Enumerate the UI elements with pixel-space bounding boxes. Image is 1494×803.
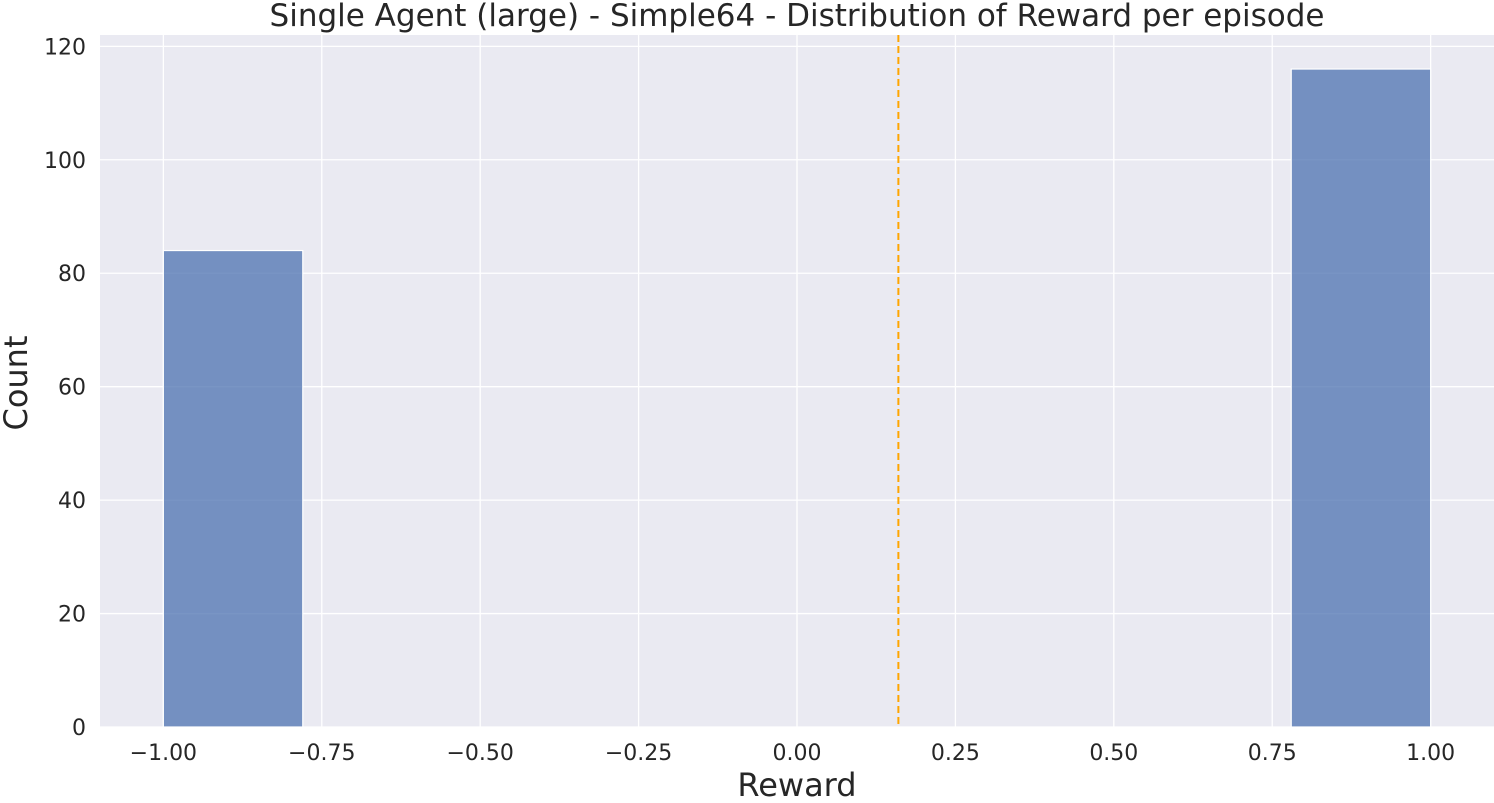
y-tick-label: 120 [44,35,86,60]
x-tick-label: −0.50 [446,741,513,766]
x-tick-labels: −1.00 −0.75 −0.50 −0.25 0.00 0.25 0.50 0.75 1.00 [130,741,1455,766]
x-tick-label: 1.00 [1406,741,1455,766]
y-tick-label: 40 [58,489,86,514]
x-tick-label: 0.00 [773,741,822,766]
histogram-bar [1290,68,1432,728]
x-tick-label: 0.25 [931,741,980,766]
y-tick-label: 60 [58,376,86,401]
y-tick-label: 0 [72,716,86,741]
x-axis-label: Reward [737,766,856,803]
y-axis-label: Count [0,335,35,430]
y-tick-labels: 0 20 40 60 80 100 120 [44,35,86,741]
y-tick-label: 100 [44,149,86,174]
y-tick-label: 80 [58,262,86,287]
x-tick-label: −1.00 [130,741,197,766]
chart-title: Single Agent (large) - Simple64 - Distri… [270,0,1325,34]
x-tick-label: 0.75 [1248,741,1297,766]
x-tick-label: −0.25 [605,741,672,766]
x-tick-label: −0.75 [288,741,355,766]
histogram-bars [162,68,1432,728]
histogram-bar [162,249,304,728]
y-tick-label: 20 [58,603,86,628]
x-tick-label: 0.50 [1089,741,1138,766]
